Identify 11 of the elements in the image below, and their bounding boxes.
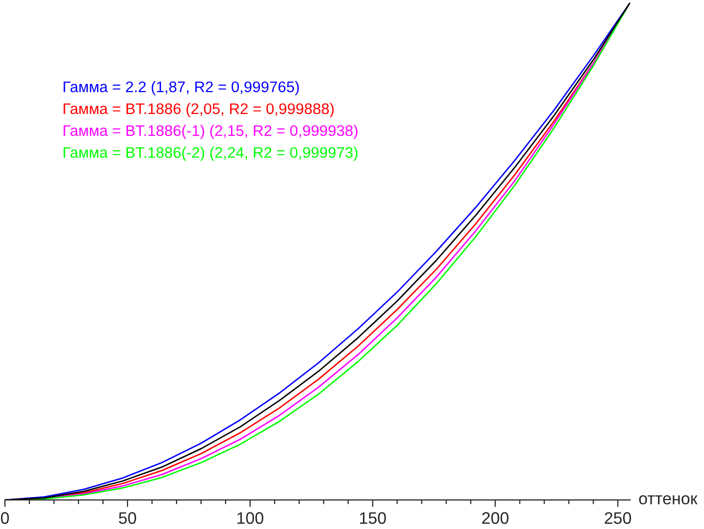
x-tick-label: 200 xyxy=(482,512,508,524)
x-tick-label: 250 xyxy=(604,512,632,524)
x-tick-label: 100 xyxy=(237,512,264,524)
text: Гамма = BT.1886 (2,05, R2 = 0,999888) xyxy=(64,102,334,118)
x-tick-label: 150 xyxy=(360,512,386,524)
text: Гамма = 2.2 (1,87, R2 = 0,999765) xyxy=(64,81,299,96)
x-tick-label: 0 xyxy=(0,512,9,524)
x-tick-label: 50 xyxy=(118,512,136,524)
x-axis-title: оттенок xyxy=(639,495,698,504)
text: Гамма = BT.1886(-1) (2,15, R2 = 0,999938) xyxy=(64,124,358,140)
text: Гамма = BT.1886(-2) (2,24, R2 = 0,999973) xyxy=(64,146,358,161)
